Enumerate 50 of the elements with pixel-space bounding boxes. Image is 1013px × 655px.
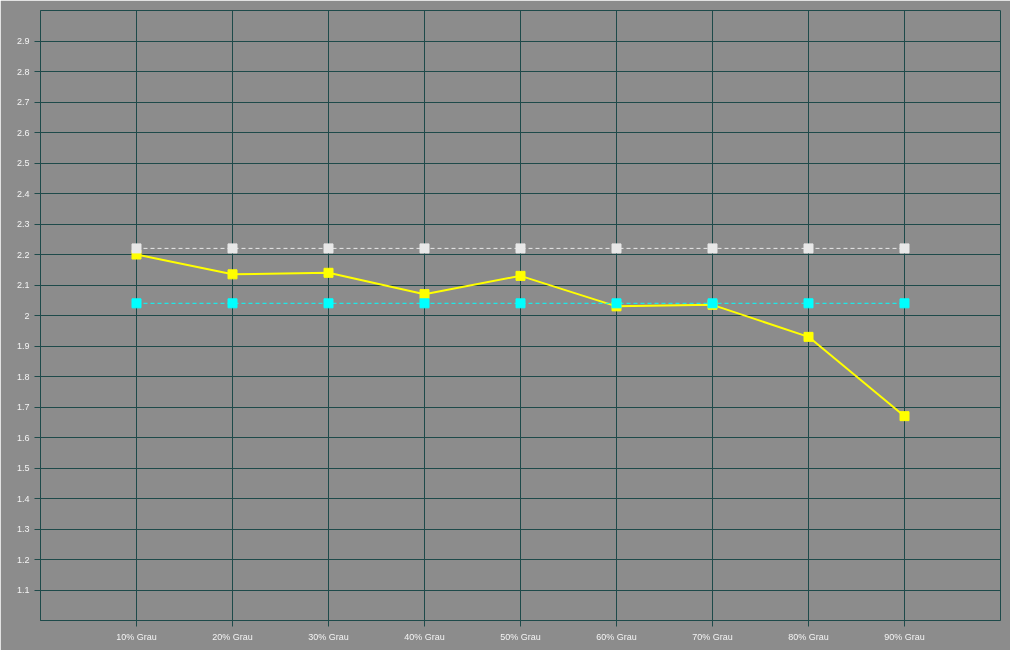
x-tick-label: 80% Grau bbox=[788, 631, 829, 642]
point bbox=[515, 243, 526, 254]
point bbox=[323, 298, 334, 309]
x-tick-label: 40% Grau bbox=[404, 631, 445, 642]
point bbox=[899, 243, 910, 254]
y-tick-label: 1.1 bbox=[16, 585, 30, 595]
x-tick-label: 60% Grau bbox=[596, 631, 637, 642]
y-tick-label: 1.4 bbox=[16, 493, 30, 504]
y-tick-label: 1.8 bbox=[16, 371, 30, 382]
y-tick-label: 1.5 bbox=[16, 463, 30, 473]
y-tick-label: 2.5 bbox=[16, 158, 30, 168]
point bbox=[515, 298, 526, 309]
point bbox=[899, 298, 910, 309]
y-tick-label: 1.3 bbox=[16, 524, 30, 534]
point bbox=[611, 243, 622, 254]
point bbox=[899, 411, 910, 422]
point bbox=[227, 298, 238, 309]
x-tick-label: 30% Grau bbox=[308, 631, 349, 642]
x-tick-label: 90% Grau bbox=[884, 631, 925, 642]
point bbox=[131, 298, 142, 309]
y-tick-label: 2.1 bbox=[16, 280, 30, 290]
point bbox=[323, 267, 334, 278]
x-tick-label: 70% Grau bbox=[692, 631, 733, 642]
point bbox=[515, 270, 526, 281]
point bbox=[419, 289, 430, 300]
point bbox=[803, 243, 814, 254]
y-tick-label: 2 bbox=[24, 310, 30, 321]
point bbox=[131, 243, 142, 254]
point bbox=[803, 298, 814, 309]
x-tick-label: 50% Grau bbox=[500, 631, 541, 642]
y-tick-label: 1.7 bbox=[16, 402, 30, 412]
point bbox=[803, 331, 814, 342]
y-tick-label: 2.9 bbox=[16, 36, 30, 46]
y-tick-label: 2.4 bbox=[16, 188, 30, 199]
y-tick-label: 2.8 bbox=[16, 66, 30, 77]
y-tick-label: 2.3 bbox=[16, 219, 30, 229]
y-tick-label: 1.6 bbox=[16, 432, 30, 443]
y-tick-label: 1.9 bbox=[16, 341, 30, 351]
x-tick-label: 20% Grau bbox=[212, 631, 253, 642]
point bbox=[323, 243, 334, 254]
point bbox=[419, 298, 430, 309]
point bbox=[227, 243, 238, 254]
y-tick-label: 2.6 bbox=[16, 127, 30, 138]
point bbox=[227, 269, 238, 280]
y-tick-label: 2.7 bbox=[16, 97, 30, 107]
y-tick-label: 2.2 bbox=[16, 249, 30, 260]
point bbox=[419, 243, 430, 254]
point bbox=[707, 243, 718, 254]
y-tick-label: 1.2 bbox=[16, 554, 30, 565]
x-tick-label: 10% Grau bbox=[116, 631, 157, 642]
